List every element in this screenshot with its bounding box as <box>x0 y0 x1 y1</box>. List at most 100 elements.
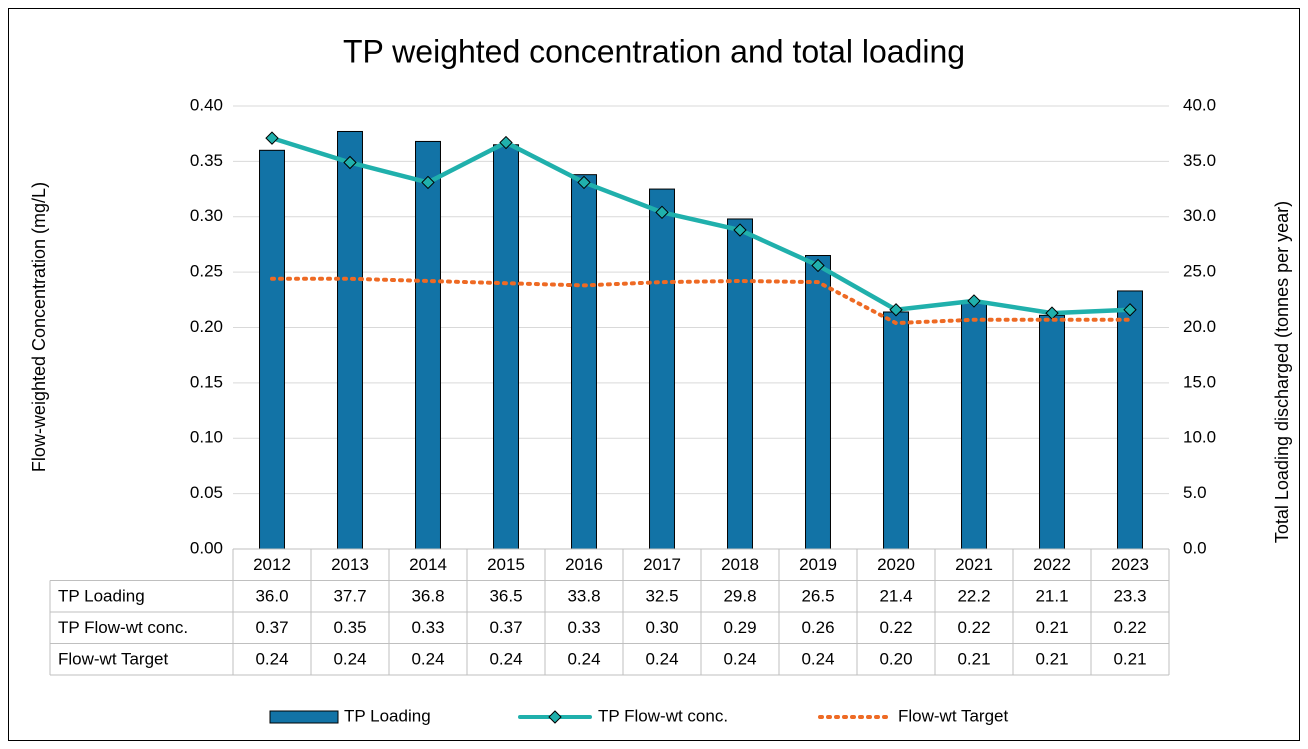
table-row-label: TP Loading <box>58 587 145 606</box>
y2-tick-label: 10.0 <box>1183 428 1216 447</box>
x-tick-label: 2020 <box>877 555 915 574</box>
bar <box>571 174 597 550</box>
y-axis-title: Flow-weighted Concentration (mg/L) <box>29 182 49 472</box>
marker <box>499 135 513 150</box>
bar <box>415 140 441 550</box>
table-cell: 0.22 <box>879 618 912 637</box>
bar <box>337 130 363 550</box>
table-cell: 36.0 <box>255 587 288 606</box>
marker <box>811 258 825 273</box>
chart-title: TP weighted concentration and total load… <box>343 33 965 69</box>
bar <box>649 188 675 550</box>
table-cell: 0.24 <box>489 650 522 669</box>
line <box>270 276 1132 326</box>
y-tick-label: 0.10 <box>190 428 223 447</box>
table-cell: 0.21 <box>1035 618 1068 637</box>
table-cell: 0.29 <box>723 618 756 637</box>
table-cell: 33.8 <box>567 587 600 606</box>
table-cell: 0.22 <box>957 618 990 637</box>
y-tick-label: 0.05 <box>190 483 223 502</box>
marker <box>265 131 279 145</box>
table-cell: 36.8 <box>411 587 444 606</box>
y2-tick-label: 30.0 <box>1183 206 1216 225</box>
table-cell: 0.33 <box>567 618 600 637</box>
bar <box>805 255 831 550</box>
marker <box>1123 303 1137 317</box>
legend-label: TP Flow-wt conc. <box>598 706 728 725</box>
bar <box>961 302 987 550</box>
y2-tick-label: 0.0 <box>1183 538 1207 557</box>
bar <box>1117 290 1143 550</box>
table-cell: 0.24 <box>801 650 834 669</box>
legend-swatch <box>269 710 339 724</box>
y2-tick-label: 5.0 <box>1183 483 1207 502</box>
table-cell: 26.5 <box>801 587 834 606</box>
table-cell: 0.24 <box>411 650 444 669</box>
y-tick-label: 0.15 <box>190 372 223 391</box>
table-cell: 36.5 <box>489 587 522 606</box>
table-cell: 0.24 <box>333 650 366 669</box>
marker <box>577 175 591 190</box>
x-tick-label: 2016 <box>565 555 603 574</box>
bar <box>259 149 285 550</box>
marker <box>343 155 357 170</box>
x-tick-label: 2012 <box>253 555 291 574</box>
table-cell: 0.21 <box>1035 650 1068 669</box>
marker <box>421 175 435 190</box>
y2-axis-title: Total Loading discharged (tonnes per yea… <box>1272 201 1292 543</box>
bar <box>1039 314 1065 550</box>
marker <box>967 294 981 308</box>
legend-label: TP Loading <box>344 706 431 725</box>
marker <box>889 303 903 317</box>
marker <box>655 205 669 220</box>
x-tick-label: 2019 <box>799 555 837 574</box>
table-cell: 0.26 <box>801 618 834 637</box>
table-cell: 0.24 <box>723 650 756 669</box>
y2-tick-label: 15.0 <box>1183 372 1216 391</box>
y2-tick-label: 35.0 <box>1183 151 1216 170</box>
y2-tick-label: 40.0 <box>1183 95 1216 114</box>
legend-swatch <box>548 710 562 724</box>
marker <box>733 223 747 237</box>
x-tick-label: 2018 <box>721 555 759 574</box>
x-tick-label: 2014 <box>409 555 447 574</box>
y-tick-label: 0.00 <box>190 538 223 557</box>
table-cell: 0.21 <box>957 650 990 669</box>
y-tick-label: 0.35 <box>190 151 223 170</box>
table-cell: 23.3 <box>1113 587 1146 606</box>
table-cell: 21.4 <box>879 587 912 606</box>
table-cell: 0.21 <box>1113 650 1146 669</box>
table-cell: 32.5 <box>645 587 678 606</box>
table-row-label: Flow-wt Target <box>58 650 168 669</box>
y2-tick-label: 20.0 <box>1183 317 1216 336</box>
x-tick-label: 2022 <box>1033 555 1071 574</box>
table-cell: 0.37 <box>255 618 288 637</box>
y-tick-label: 0.30 <box>190 206 223 225</box>
table-cell: 0.20 <box>879 650 912 669</box>
table-cell: 0.24 <box>645 650 678 669</box>
x-tick-label: 2015 <box>487 555 525 574</box>
table-cell: 0.24 <box>255 650 288 669</box>
x-tick-label: 2017 <box>643 555 681 574</box>
line <box>269 135 1133 316</box>
bar <box>883 311 909 550</box>
bar <box>727 218 753 550</box>
table-cell: 21.1 <box>1035 587 1068 606</box>
table-cell: 0.35 <box>333 618 366 637</box>
table-cell: 0.24 <box>567 650 600 669</box>
table-cell: 37.7 <box>333 587 366 606</box>
table-cell: 0.33 <box>411 618 444 637</box>
table-row-label: TP Flow-wt conc. <box>58 618 188 637</box>
x-tick-label: 2013 <box>331 555 369 574</box>
y2-tick-label: 25.0 <box>1183 262 1216 281</box>
y-tick-label: 0.25 <box>190 262 223 281</box>
x-tick-label: 2021 <box>955 555 993 574</box>
table-cell: 22.2 <box>957 587 990 606</box>
table-cell: 0.30 <box>645 618 678 637</box>
table-cell: 29.8 <box>723 587 756 606</box>
x-tick-label: 2023 <box>1111 555 1149 574</box>
y-tick-label: 0.20 <box>190 317 223 336</box>
table-cell: 0.22 <box>1113 618 1146 637</box>
